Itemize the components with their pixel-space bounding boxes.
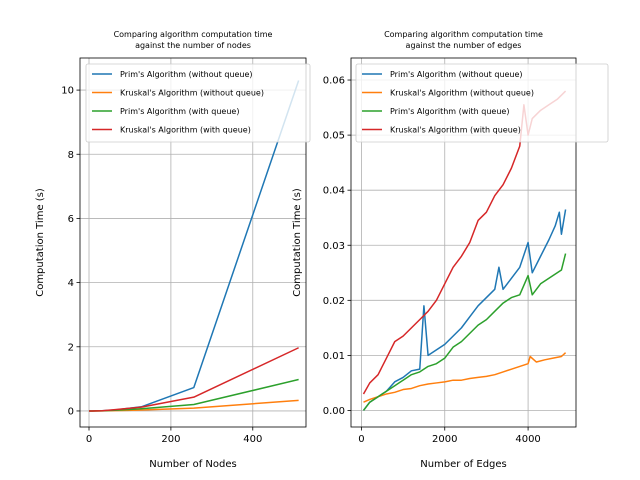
series-line-3 [89,378,299,412]
series-line-1 [362,209,567,411]
series-line-2 [363,352,567,403]
y-tick-label: 8 [68,150,74,161]
y-tick-label: 0.01 [323,351,345,362]
x-axis-label: Number of Edges [420,459,507,470]
legend: Prim's Algorithm (without queue) Kruskal'… [85,63,311,143]
series-line-4 [89,347,299,412]
subplot-title: Comparing algorithm computation time [114,30,273,39]
legend-box [355,63,609,143]
legend-label-4: Kruskal's Algorithm (with queue) [120,126,251,135]
y-axis-label: Computation Time (s) [292,188,303,297]
subplot-2: 0 2000 4000 0.00 0.01 0.02 0.03 0.04 0.05 0.06 Com… [292,30,609,470]
subplot-1: 0 200 400 0 2 4 6 8 10 Comparing algorithm comput… [35,30,311,470]
series-line-3 [362,253,567,411]
y-tick-label: 6 [68,214,74,225]
subplot-title: against the number of nodes [135,41,251,50]
x-tick-label: 2000 [432,434,457,445]
legend-label-1: Prim's Algorithm (without queue) [390,70,523,79]
y-tick-label: 0.02 [323,296,345,307]
legend-label-3: Prim's Algorithm (with queue) [120,107,239,116]
y-tick-label: 2 [68,342,74,353]
y-tick-label: 0 [68,406,74,417]
x-axis-label: Number of Nodes [149,459,236,470]
x-tick-label: 0 [358,434,364,445]
y-tick-label: 0.04 [323,186,345,197]
legend-label-2: Kruskal's Algorithm (without queue) [390,89,534,98]
y-tick-label: 10 [61,86,74,97]
axes-frame [79,57,307,428]
x-tick-label: 200 [161,434,180,445]
subplot-title: against the number of edges [406,41,522,50]
legend-label-1: Prim's Algorithm (without queue) [120,70,253,79]
legend-label-3: Prim's Algorithm (with queue) [390,107,509,116]
axes-frame [350,57,577,428]
subplot-title: Comparing algorithm computation time [384,30,543,39]
y-tick-label: 0.00 [323,406,345,417]
y-tick-label: 0.06 [323,76,345,87]
legend-label-2: Kruskal's Algorithm (without queue) [120,89,264,98]
y-tick-label: 0.03 [323,241,345,252]
legend-label-4: Kruskal's Algorithm (with queue) [390,126,521,135]
y-tick-label: 0.05 [323,131,345,142]
x-tick-label: 400 [243,434,262,445]
x-tick-label: 0 [86,434,92,445]
y-axis-label: Computation Time (s) [35,188,46,297]
legend-box [85,63,311,143]
legend: Prim's Algorithm (without queue) Kruskal'… [355,63,609,143]
y-tick-label: 4 [68,278,74,289]
x-tick-label: 4000 [515,434,540,445]
